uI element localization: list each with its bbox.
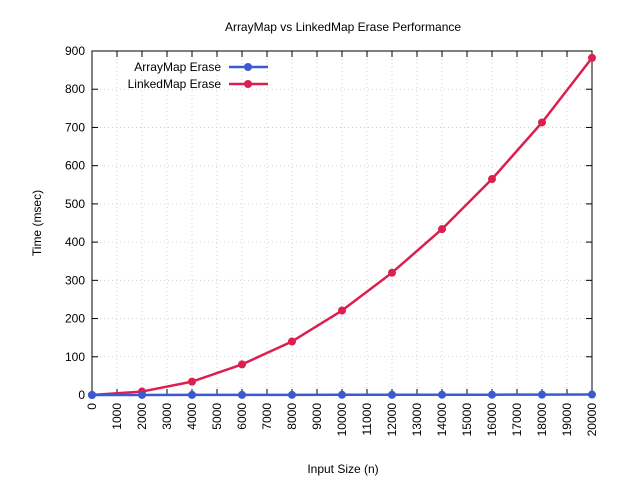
x-tick-label: 14000	[435, 403, 449, 437]
data-point-0	[188, 390, 196, 399]
y-tick-label: 200	[65, 312, 85, 326]
grid	[92, 51, 592, 395]
y-tick-label: 100	[65, 350, 85, 364]
legend-marker	[244, 80, 252, 88]
x-tick-label: 20000	[585, 403, 599, 437]
y-tick-label: 700	[65, 120, 85, 134]
data-point-1	[288, 337, 296, 346]
data-point-0	[238, 390, 246, 399]
x-tick-label: 19000	[560, 403, 574, 437]
legend: ArrayMap Erase LinkedMap Erase	[128, 60, 268, 91]
y-tick-label: 500	[65, 197, 85, 211]
data-point-1	[438, 225, 446, 234]
data-point-0	[338, 390, 346, 399]
series	[88, 53, 596, 399]
legend-label: LinkedMap Erase	[128, 77, 222, 91]
data-point-1	[388, 268, 396, 277]
data-point-0	[438, 390, 446, 399]
legend-label: ArrayMap Erase	[134, 60, 221, 74]
y-axis-label: Time (msec)	[30, 190, 44, 256]
series-line-1	[91, 57, 593, 397]
x-tick-label: 3000	[160, 403, 174, 430]
y-tick-label: 900	[65, 44, 85, 58]
x-tick-label: 0	[85, 403, 99, 410]
x-tick-label: 4000	[185, 403, 199, 430]
x-tick-label: 9000	[310, 403, 324, 430]
y-tick-label: 300	[65, 273, 85, 287]
x-tick-label: 2000	[135, 403, 149, 430]
x-tick-label: 12000	[385, 403, 399, 437]
x-tick-label: 8000	[285, 403, 299, 430]
x-tick-label: 16000	[485, 403, 499, 437]
x-tick-label: 13000	[410, 403, 424, 437]
y-tick-label: 800	[65, 82, 85, 96]
x-tick-label: 7000	[260, 403, 274, 430]
x-tick-label: 5000	[210, 403, 224, 430]
y-tick-label: 600	[65, 159, 85, 173]
data-point-1	[488, 175, 496, 184]
data-point-0	[488, 390, 496, 399]
x-axis-label: Input Size (n)	[307, 462, 378, 476]
x-tick-label: 10000	[335, 403, 349, 437]
data-point-0	[588, 390, 596, 399]
chart-title: ArrayMap vs LinkedMap Erase Performance	[225, 20, 461, 34]
data-point-0	[388, 390, 396, 399]
data-point-1	[188, 377, 196, 386]
x-tick-label: 18000	[535, 403, 549, 437]
data-point-1	[538, 118, 546, 127]
legend-marker	[244, 63, 252, 71]
x-tick-label: 1000	[110, 403, 124, 430]
data-point-1	[588, 53, 596, 62]
ticks: 0 1000 2000 3000 4000 5000 6000 7000 8000 9000 100…	[65, 44, 599, 436]
data-point-0	[88, 391, 96, 399]
data-point-1	[338, 306, 346, 315]
x-tick-label: 15000	[460, 403, 474, 437]
x-tick-label: 11000	[360, 403, 374, 436]
data-point-0	[138, 390, 146, 399]
y-tick-label: 400	[65, 235, 85, 249]
data-point-0	[288, 390, 296, 399]
x-tick-label: 6000	[235, 403, 249, 430]
x-tick-label: 17000	[510, 403, 524, 437]
y-tick-label: 0	[78, 388, 85, 402]
data-point-0	[538, 390, 546, 399]
data-point-1	[238, 360, 246, 369]
